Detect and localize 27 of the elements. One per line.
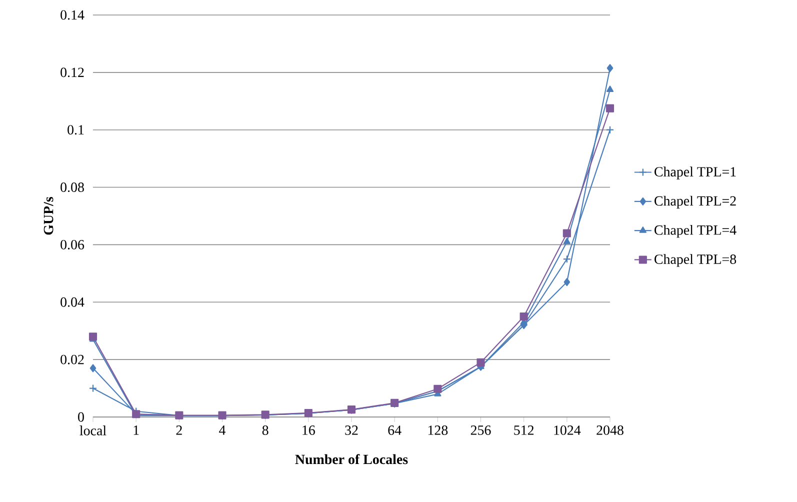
x-tick-label: 8 xyxy=(262,426,268,435)
legend-label: Chapel TPL=2 xyxy=(654,196,736,208)
legend-label: Chapel TPL=1 xyxy=(654,166,736,180)
y-tick-label: 0.04 xyxy=(60,297,84,307)
y-tick-label: 0.1 xyxy=(68,125,84,135)
x-tick-label: 128 xyxy=(428,426,448,435)
y-tick-label: 0 xyxy=(78,412,84,422)
x-tick-label: 64 xyxy=(388,426,402,435)
x-tick-label: 16 xyxy=(302,426,315,435)
legend-label: Chapel TPL=8 xyxy=(654,254,736,267)
x-tick-label: local xyxy=(80,426,106,436)
x-tick-label: 512 xyxy=(514,426,534,435)
y-tick-label: 0.14 xyxy=(60,10,84,20)
x-tick-label: 32 xyxy=(345,426,358,435)
y-tick-label: 0.12 xyxy=(60,68,84,78)
x-tick-label: 1024 xyxy=(554,426,581,435)
y-tick-label: 0.06 xyxy=(60,240,84,250)
legend-label: Chapel TPL=4 xyxy=(654,224,736,238)
x-tick-label: 4 xyxy=(219,426,226,435)
x-tick-label: 2 xyxy=(176,426,182,435)
y-axis-title: GUP/s xyxy=(44,196,54,235)
x-axis-title: Number of Locales xyxy=(295,454,408,464)
x-tick-label: 2048 xyxy=(596,426,624,435)
y-tick-label: 0.08 xyxy=(60,182,84,192)
x-tick-label: 256 xyxy=(470,426,491,435)
x-tick-label: 1 xyxy=(134,426,139,435)
y-tick-label: 0.02 xyxy=(60,354,84,364)
